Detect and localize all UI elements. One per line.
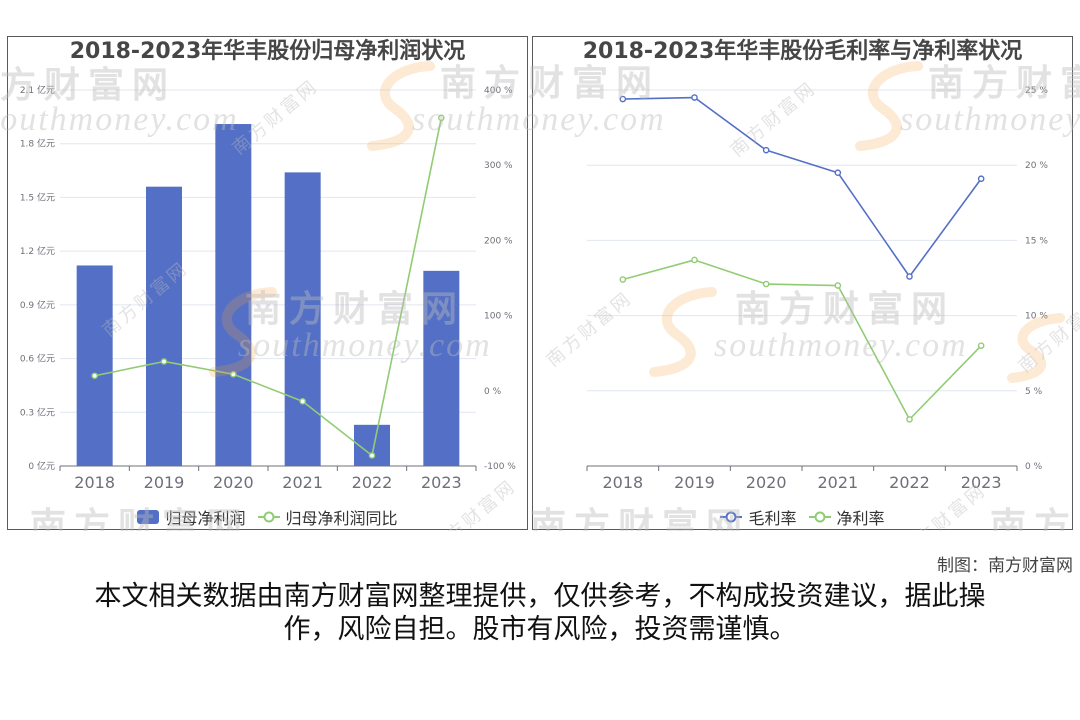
net-profit-bar-2023[interactable] (423, 270, 460, 466)
gross-margin-point-2023[interactable] (977, 175, 985, 183)
y-left-tick-label: 2.1 亿元 (20, 84, 55, 96)
x-axis-label: 2018 (602, 473, 643, 492)
legend-label: 归母净利润同比 (285, 509, 398, 528)
x-axis-label: 2018 (74, 473, 115, 492)
y-left-tick-label: 1.8 亿元 (20, 138, 55, 150)
net-margin-point-2021[interactable] (834, 282, 842, 289)
x-axis-label: 2023 (421, 473, 462, 492)
net-margin-point-2019[interactable] (691, 256, 698, 264)
x-axis-label: 2022 (352, 473, 393, 492)
disclaimer-text: 本文相关数据由南方财富网整理提供，仅供参考，不构成投资建议，据此操作，风险自担。… (94, 581, 986, 645)
x-axis-label: 2020 (213, 473, 254, 492)
chart-title: 2018-2023年华丰股份毛利率与净利率状况 (582, 39, 1023, 64)
net-profit-bar-2021[interactable] (284, 172, 321, 466)
y-left-tick-label: 0.9 亿元 (20, 299, 55, 311)
gridlines (587, 89, 1017, 392)
gross-margin-point-2019[interactable] (691, 94, 698, 101)
legend-item-net-profit-yoy[interactable]: 归母净利润同比 (257, 505, 398, 529)
x-axis-label: 2022 (889, 473, 930, 492)
chart-legend: 归母净利润 归母净利润同比 (7, 505, 528, 529)
net-profit-bar-2020[interactable] (215, 124, 252, 467)
net-profit-bar-2019[interactable] (146, 186, 182, 466)
y-right-tick-label: 10 % (1025, 312, 1048, 322)
legend-label: 净利率 (836, 509, 885, 528)
net-margin-point-2018[interactable] (619, 276, 627, 283)
y-right-tick-label: 300 % (484, 161, 513, 171)
legend-item-net-margin[interactable]: 净利率 (808, 505, 885, 529)
line-swatch-icon (808, 511, 831, 523)
x-axis-label: 2021 (282, 473, 323, 492)
gross-margin-point-2021[interactable] (834, 169, 842, 177)
x-axis-label: 2019 (144, 473, 185, 492)
x-axis-label: 2023 (961, 473, 1002, 492)
net-profit-yoy-point-2023[interactable] (438, 114, 445, 122)
gridlines (60, 89, 476, 413)
y-right-tick-label: -100 % (484, 462, 516, 472)
net-profit-chart: 2018 2019 2020 2021 2022 2023 0 亿元 0.3 亿元 0.6 亿元… (20, 84, 516, 492)
net-margin-point-2020[interactable] (762, 280, 770, 288)
net-profit-yoy-point-2018[interactable] (91, 372, 98, 380)
y-left-tick-label: 0.3 亿元 (20, 406, 55, 418)
y-right-tick-label: 0 % (484, 387, 502, 397)
x-axis-label: 2019 (674, 473, 715, 492)
legend-label: 归母净利润 (165, 509, 246, 528)
y-left-tick-label: 0 亿元 (28, 460, 55, 472)
line-swatch-icon (257, 511, 280, 523)
y-right-tick-label: 0 % (1025, 462, 1043, 472)
net-profit-yoy-point-2019[interactable] (160, 358, 168, 365)
gross-margin-line (622, 96, 982, 278)
legend-label: 毛利率 (748, 509, 797, 528)
x-axis-label: 2021 (817, 473, 858, 492)
legend-item-net-profit[interactable]: 归母净利润 (137, 505, 246, 529)
gross-margin-point-2022[interactable] (906, 273, 913, 280)
net-profit-yoy-point-2020[interactable] (230, 370, 237, 378)
bar-swatch-icon (137, 510, 160, 524)
y-right-tick-label: 200 % (484, 236, 513, 246)
net-margin-point-2023[interactable] (977, 342, 985, 349)
chart-title: 2018-2023年华丰股份归母净利润状况 (69, 39, 466, 64)
net-profit-yoy-point-2022[interactable] (368, 452, 376, 459)
y-left-tick-label: 1.2 亿元 (20, 245, 55, 257)
y-right-tick-label: 15 % (1025, 236, 1048, 246)
margin-chart-panel: 2018-2023年华丰股份毛利率与净利率状况 2018 2019 2020 2021… (532, 36, 1073, 530)
y-right-tick-label: 400 % (484, 86, 513, 96)
net-profit-chart-panel: 2018-2023年华丰股份归母净利润状况 2018 2019 2020 2021 20… (7, 36, 528, 530)
y-right-tick-label: 5 % (1025, 387, 1043, 397)
y-left-tick-label: 1.5 亿元 (20, 191, 55, 203)
gross-margin-point-2020[interactable] (762, 146, 770, 154)
y-right-tick-label: 100 % (484, 312, 513, 322)
y-right-tick-label: 25 % (1025, 86, 1048, 96)
line-swatch-icon (720, 511, 743, 523)
net-margin-point-2022[interactable] (906, 416, 913, 423)
margin-chart: 2018 2019 2020 2021 2022 2023 0 % 5 % 10 % 15 % 20… (586, 86, 1048, 492)
net-profit-bar-2018[interactable] (76, 265, 113, 466)
x-axis-label: 2020 (746, 473, 787, 492)
net-margin-line (622, 259, 982, 421)
gross-margin-point-2018[interactable] (619, 95, 627, 103)
legend-item-gross-margin[interactable]: 毛利率 (720, 505, 797, 529)
chart-legend: 毛利率 净利率 (532, 505, 1073, 529)
y-right-tick-label: 20 % (1025, 161, 1048, 171)
net-profit-yoy-point-2021[interactable] (299, 398, 306, 405)
chart-credit: 制图：南方财富网 (937, 556, 1073, 576)
net-profit-yoy-line (94, 117, 443, 457)
y-left-tick-label: 0.6 亿元 (20, 353, 55, 365)
